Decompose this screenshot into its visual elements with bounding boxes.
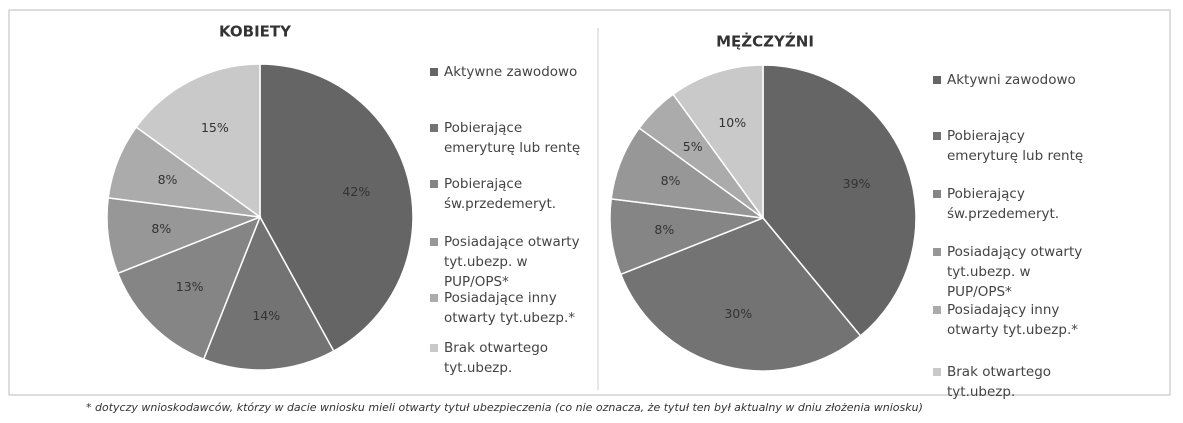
data-label: 8% xyxy=(151,221,171,236)
legend-label: Aktywni zawodowo xyxy=(947,72,1076,88)
legend-label: Posiadający inny otwarty tyt.ubezp.* xyxy=(947,302,1078,338)
data-label: 8% xyxy=(661,173,681,188)
legend-item: Pobierające emeryturę lub rentę xyxy=(430,118,590,158)
legend-swatch xyxy=(430,238,438,246)
pie-slice xyxy=(259,63,414,353)
legend-label: Posiadające inny otwarty tyt.ubezp.* xyxy=(444,290,575,326)
chart-title: MĘŻCZYŹNI xyxy=(716,32,814,51)
data-label: 30% xyxy=(724,306,752,321)
legend-item: Posiadający otwarty tyt.ubezp. w PUP/OPS… xyxy=(933,242,1093,302)
pie-slice xyxy=(762,64,917,337)
pie-slice xyxy=(619,217,862,372)
legend-label: Brak otwartego tyt.ubezp. xyxy=(947,364,1052,400)
legend-swatch xyxy=(933,368,941,376)
legend-item: Pobierające św.przedemeryt. xyxy=(430,174,590,214)
legend-label: Pobierające św.przedemeryt. xyxy=(444,176,557,212)
legend-item: Pobierający emeryturę lub rentę xyxy=(933,126,1093,166)
legend-swatch xyxy=(430,68,438,76)
legend-swatch xyxy=(933,306,941,314)
legend-item: Pobierający św.przedemeryt. xyxy=(933,184,1093,224)
legend-swatch xyxy=(430,294,438,302)
legend-item: Brak otwartego tyt.ubezp. xyxy=(430,338,590,378)
legend-label: Posiadający otwarty tyt.ubezp. w PUP/OPS… xyxy=(947,244,1083,300)
data-label: 13% xyxy=(176,279,204,294)
legend-swatch xyxy=(933,76,941,84)
data-label: 8% xyxy=(654,222,674,237)
legend-label: Brak otwartego tyt.ubezp. xyxy=(444,340,549,376)
legend-swatch xyxy=(933,248,941,256)
pie-slice xyxy=(135,63,261,219)
legend-label: Posiadające otwarty tyt.ubezp. w PUP/OPS… xyxy=(444,234,580,290)
legend-swatch xyxy=(933,132,941,140)
legend-label: Pobierający emeryturę lub rentę xyxy=(947,128,1084,164)
legend-swatch xyxy=(933,190,941,198)
pie-slice xyxy=(672,64,764,221)
legend-item: Posiadający inny otwarty tyt.ubezp.* xyxy=(933,300,1093,340)
legend-swatch xyxy=(430,124,438,132)
data-label: 39% xyxy=(843,176,871,191)
chart-title: KOBIETY xyxy=(219,23,292,41)
legend-item: Brak otwartego tyt.ubezp. xyxy=(933,362,1093,402)
data-label: 15% xyxy=(201,120,229,135)
footnote: * dotyczy wnioskodawców, którzy w dacie … xyxy=(86,401,923,414)
legend-item: Posiadające otwarty tyt.ubezp. w PUP/OPS… xyxy=(430,232,590,292)
legend-item: Aktywni zawodowo xyxy=(933,70,1093,90)
legend-label: Pobierające emeryturę lub rentę xyxy=(444,120,581,156)
pie-slice xyxy=(116,215,262,361)
legend-label: Aktywne zawodowo xyxy=(444,64,578,80)
legend-item: Aktywne zawodowo xyxy=(430,62,590,82)
legend-item: Posiadające inny otwarty tyt.ubezp.* xyxy=(430,288,590,328)
data-label: 10% xyxy=(718,115,746,130)
data-label: 14% xyxy=(252,308,280,323)
legend-swatch xyxy=(430,344,438,352)
data-label: 8% xyxy=(158,172,178,187)
legend-swatch xyxy=(430,180,438,188)
pie-slice xyxy=(202,215,335,371)
legend-label: Pobierający św.przedemeryt. xyxy=(947,186,1060,222)
frame xyxy=(8,9,1171,396)
data-label: 5% xyxy=(683,139,703,154)
data-label: 42% xyxy=(342,184,370,199)
